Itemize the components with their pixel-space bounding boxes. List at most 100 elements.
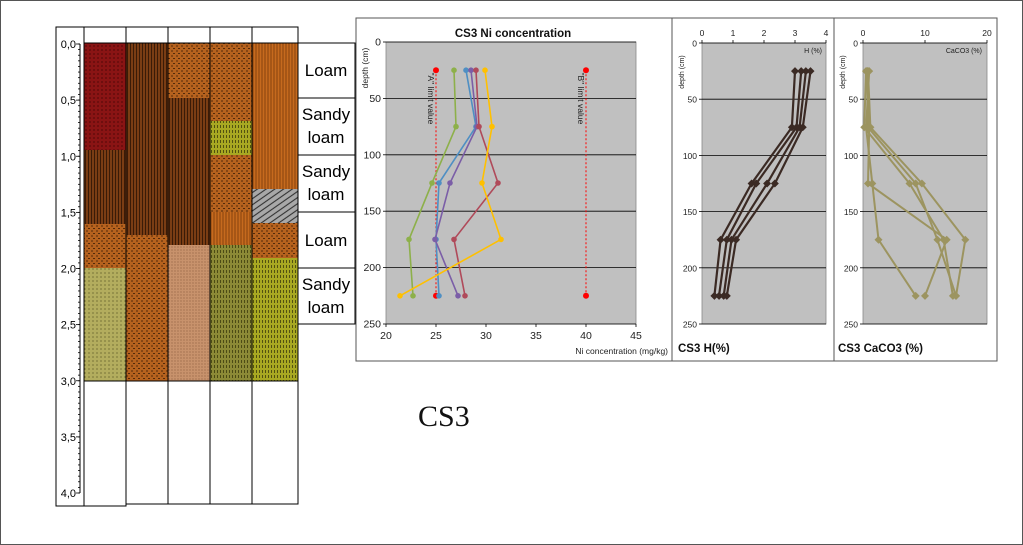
- data-point: [722, 235, 731, 244]
- x-tick-label: 3: [793, 28, 798, 38]
- layer-c4-4: [210, 212, 252, 245]
- limit-point: [433, 67, 439, 74]
- texture-labels: [297, 42, 356, 325]
- y-tick-label: 0: [692, 39, 697, 49]
- column-frames: [83, 26, 299, 507]
- data-point: [862, 67, 871, 76]
- data-point: [463, 67, 469, 73]
- data-point: [770, 179, 779, 188]
- x-tick-label: 45: [630, 330, 642, 342]
- depth-tick-label: 0,5: [61, 95, 76, 107]
- soil-profile: 0,0 0,5 1,0 1,5 2,0 2,5 3,0 3,5 4,0: [55, 26, 299, 507]
- x-axis-label: H (%): [804, 48, 822, 55]
- data-point: [489, 123, 495, 130]
- x-tick-label: 25: [430, 330, 442, 342]
- data-point: [911, 179, 920, 188]
- data-point: [498, 236, 504, 243]
- y-tick-label: 100: [844, 151, 858, 161]
- data-point: [905, 179, 914, 188]
- texture-label-2-line2: loam: [308, 128, 345, 147]
- data-point: [801, 67, 810, 76]
- limit-line-label: "B" limit value: [576, 72, 586, 124]
- depth-tick-label: 2,0: [61, 264, 76, 276]
- y-tick-label: 150: [683, 207, 697, 217]
- data-point: [447, 180, 453, 186]
- depth-axis: 0,0 0,5 1,0 1,5 2,0 2,5 3,0 3,5 4,0: [55, 26, 85, 507]
- chart-title: CS3 H(%): [678, 343, 730, 355]
- data-point: [451, 236, 457, 243]
- y-tick-label: 200: [683, 263, 697, 273]
- y-tick-label: 0: [375, 37, 381, 49]
- layer-c2-2: [126, 155, 168, 235]
- y-tick-label: 0: [853, 39, 858, 49]
- y-tick-label: 100: [363, 149, 381, 161]
- chart-title: CS3 CaCO3 (%): [838, 343, 923, 355]
- x-tick-label: 1: [731, 28, 736, 38]
- layer-c5-4: [252, 258, 298, 381]
- x-tick-label: 4: [824, 28, 829, 38]
- data-point: [722, 291, 731, 300]
- texture-label-2-line1: Sandy: [302, 105, 351, 124]
- x-tick-label: 0: [861, 28, 866, 38]
- y-tick-label: 250: [683, 320, 697, 330]
- data-point: [961, 235, 970, 244]
- data-point: [727, 235, 736, 244]
- y-tick-label: 150: [363, 206, 381, 218]
- data-point: [397, 293, 403, 299]
- data-point: [911, 291, 920, 300]
- texture-label-4: Loam: [305, 231, 348, 250]
- data-point: [495, 180, 501, 186]
- data-point: [473, 67, 479, 73]
- data-point: [482, 67, 488, 73]
- data-point: [453, 123, 459, 130]
- chart-title: CS3 Ni concentration: [455, 28, 571, 40]
- y-tick-label: 250: [363, 319, 381, 331]
- depth-tick-label: 3,5: [61, 432, 76, 444]
- data-point: [752, 179, 761, 188]
- h-chart: 0 50 100 150 200 250 0 1 2 3 4 depth (cm) H (%) CS3 H…: [678, 28, 829, 355]
- x-tick-label: 40: [580, 330, 592, 342]
- depth-tick-label: 1,0: [61, 151, 76, 163]
- y-tick-label: 200: [844, 263, 858, 273]
- data-point: [791, 67, 799, 76]
- data-point: [406, 236, 412, 243]
- data-point: [462, 293, 468, 299]
- layer-c3-2: [168, 98, 210, 133]
- layer-c3-4: [168, 245, 210, 381]
- y-axis-label: depth (cm): [840, 55, 847, 88]
- layer-c1-2: [84, 150, 126, 224]
- data-point: [863, 179, 872, 188]
- limit-point: [583, 67, 589, 74]
- data-point: [865, 123, 874, 132]
- texture-label-5-line1: Sandy: [302, 275, 351, 294]
- caco3-chart: 0 50 100 150 200 250 0 10 20 depth (cm) CaCO3 (%) C…: [838, 28, 992, 355]
- data-point: [952, 291, 960, 300]
- data-point: [763, 179, 772, 188]
- data-point: [732, 235, 741, 244]
- texture-label-1: Loam: [305, 61, 348, 80]
- y-tick-label: 100: [683, 151, 697, 161]
- x-tick-label: 35: [530, 330, 542, 342]
- y-tick-label: 50: [369, 93, 381, 105]
- depth-tick-label: 4,0: [61, 488, 76, 500]
- layer-c1-3: [84, 224, 126, 268]
- texture-label-3-line1: Sandy: [302, 162, 351, 181]
- data-point: [747, 179, 756, 188]
- data-point: [436, 293, 442, 299]
- data-point: [410, 293, 416, 299]
- data-point: [798, 123, 807, 132]
- data-point: [476, 123, 482, 130]
- layer-c2-1: [126, 43, 168, 155]
- layer-c4-1: [210, 43, 252, 121]
- texture-label-3-line2: loam: [308, 185, 345, 204]
- data-point: [710, 291, 719, 300]
- layer-c5-2: [252, 189, 298, 223]
- texture-label-5-line2: loam: [308, 298, 345, 317]
- layer-c4-2: [210, 121, 252, 155]
- depth-tick-label: 0,0: [61, 39, 76, 51]
- x-tick-label: 10: [920, 28, 930, 38]
- x-axis-label: Ni concentration (mg/kg): [575, 346, 668, 356]
- data-point: [921, 291, 929, 300]
